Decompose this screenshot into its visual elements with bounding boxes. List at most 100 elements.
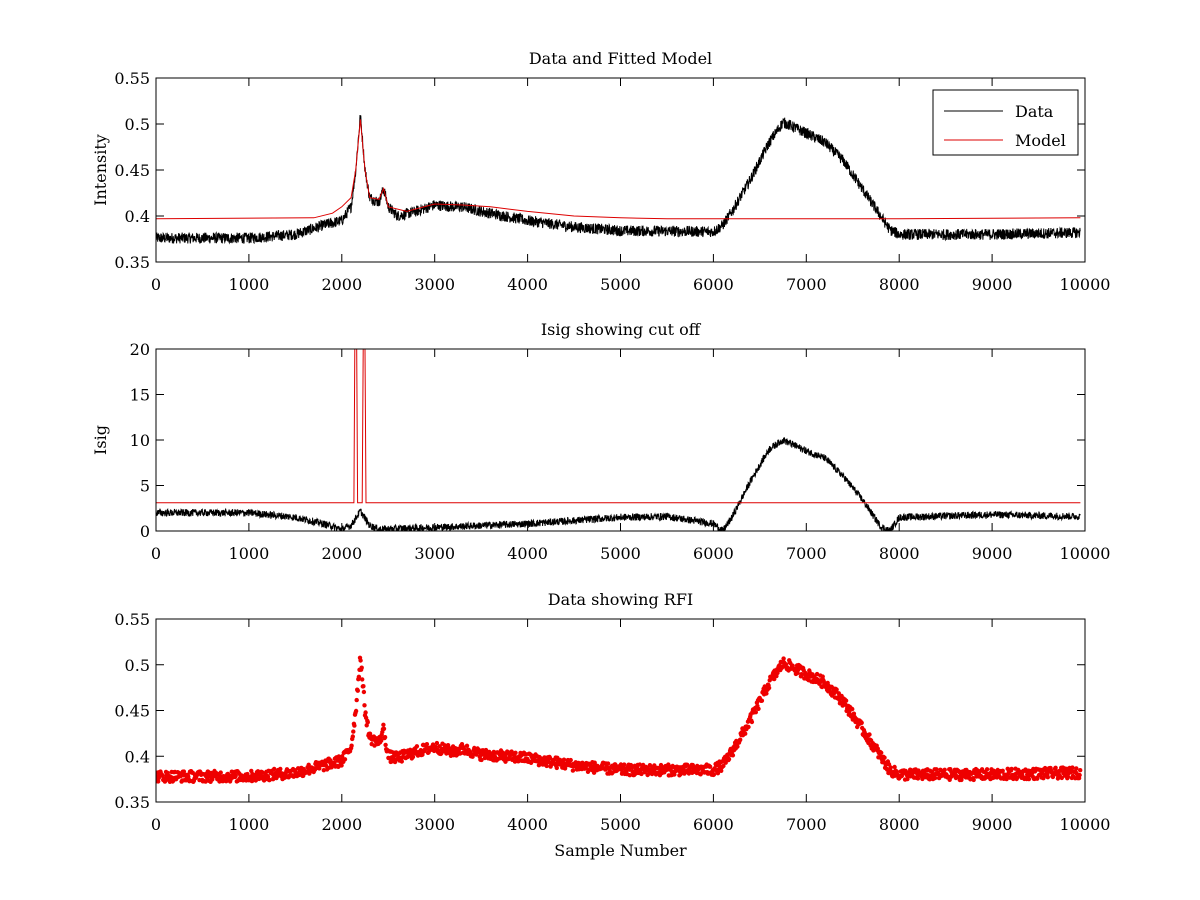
data-point: [746, 724, 751, 730]
x-tick-label: 10000: [1060, 275, 1111, 294]
data-point: [350, 734, 355, 739]
y-tick-label: 5: [140, 477, 150, 496]
x-tick-label: 6000: [693, 815, 734, 834]
data-point: [203, 779, 208, 784]
y-tick-label: 0.35: [114, 253, 150, 272]
data-point: [464, 743, 470, 748]
data-point: [892, 764, 897, 770]
data-point: [353, 708, 359, 714]
data-point: [156, 779, 161, 784]
x-tick-label: 3000: [414, 815, 455, 834]
y-tick-label: 0: [140, 522, 150, 541]
data-point: [984, 767, 990, 772]
data-point: [843, 698, 849, 703]
data-point: [570, 768, 576, 773]
data-point: [349, 743, 354, 748]
series-1: [156, 437, 1081, 531]
data-point: [888, 765, 893, 770]
data-point: [1078, 768, 1083, 773]
data-point: [1053, 765, 1058, 770]
chart-panel-1: 0 1000 2000 3000 4000 5000 6000 7000 8000 9000 100…: [91, 49, 1110, 294]
data-point: [1077, 772, 1082, 778]
data-point: [627, 773, 632, 778]
data-point: [882, 755, 887, 760]
x-tick-label: 9000: [972, 275, 1013, 294]
data-point: [586, 767, 591, 772]
data-point: [267, 777, 272, 783]
y-tick-label: 20: [130, 340, 150, 359]
x-tick-label: 1000: [229, 544, 270, 563]
y-tick-label: 0.5: [125, 115, 150, 134]
x-tick-label: 4000: [507, 815, 548, 834]
x-tick-label: 5000: [600, 815, 641, 834]
data-point: [721, 763, 726, 769]
data-point: [738, 737, 743, 742]
x-tick-label: 0: [151, 275, 161, 294]
data-point: [1074, 766, 1079, 771]
data-point: [820, 674, 825, 679]
x-tick-label: 3000: [414, 544, 455, 563]
y-tick-label: 0.45: [114, 161, 150, 180]
data-point: [414, 744, 420, 749]
x-tick-label: 8000: [879, 275, 920, 294]
axes-box: [155, 348, 1086, 532]
data-point: [306, 762, 311, 767]
chart-title: Isig showing cut off: [541, 320, 702, 339]
data-point: [365, 720, 370, 725]
series-2: [156, 349, 1081, 504]
x-axis-label: Sample Number: [554, 841, 687, 860]
data-point: [743, 731, 748, 736]
data-point: [756, 706, 761, 711]
data-point: [362, 703, 367, 708]
x-tick-label: 6000: [693, 544, 734, 563]
data-point: [819, 684, 825, 690]
data-point: [321, 768, 326, 773]
data-point: [1059, 775, 1065, 781]
data-point: [859, 720, 864, 725]
legend: Data Model: [932, 89, 1079, 156]
data-point: [730, 753, 736, 758]
data-point: [591, 770, 597, 775]
data-point: [814, 671, 820, 677]
data-point: [934, 767, 939, 772]
data-point: [672, 772, 677, 777]
data-point: [781, 656, 786, 661]
x-tick-label: 0: [151, 815, 161, 834]
data-point: [915, 776, 921, 781]
chart-panel-3: 0 1000 2000 3000 4000 5000 6000 7000 8000 9000 100…: [114, 590, 1110, 860]
data-point: [356, 674, 362, 679]
y-tick-label: 15: [130, 386, 150, 405]
data-point: [834, 687, 839, 692]
plot-area: [156, 655, 1083, 784]
data-point: [605, 761, 611, 766]
data-point: [1070, 765, 1075, 770]
data-point: [544, 763, 549, 769]
x-tick-label: 7000: [786, 815, 827, 834]
y-tick-label: 0.4: [125, 747, 150, 766]
data-point: [336, 754, 341, 759]
data-point: [332, 760, 337, 765]
data-point: [879, 750, 884, 755]
x-tick-label: 4000: [507, 275, 548, 294]
data-point: [358, 658, 363, 663]
x-tick-label: 9000: [972, 815, 1013, 834]
data-point: [850, 706, 855, 712]
x-tick-label: 10000: [1060, 815, 1111, 834]
data-point: [265, 774, 271, 779]
data-point: [735, 744, 740, 749]
x-tick-label: 1000: [229, 815, 270, 834]
data-point: [749, 719, 755, 725]
data-point: [399, 759, 404, 764]
x-tick-label: 2000: [321, 275, 362, 294]
data-point: [1026, 776, 1032, 782]
data-point: [971, 777, 976, 783]
data-point: [1035, 776, 1040, 781]
data-point: [479, 757, 484, 763]
y-axis-label: Intensity: [91, 134, 110, 206]
y-tick-label: 0.4: [125, 207, 150, 226]
data-point: [1045, 775, 1051, 780]
x-tick-label: 0: [151, 544, 161, 563]
data-point: [342, 757, 348, 762]
y-axis-label: Isig: [91, 425, 110, 455]
